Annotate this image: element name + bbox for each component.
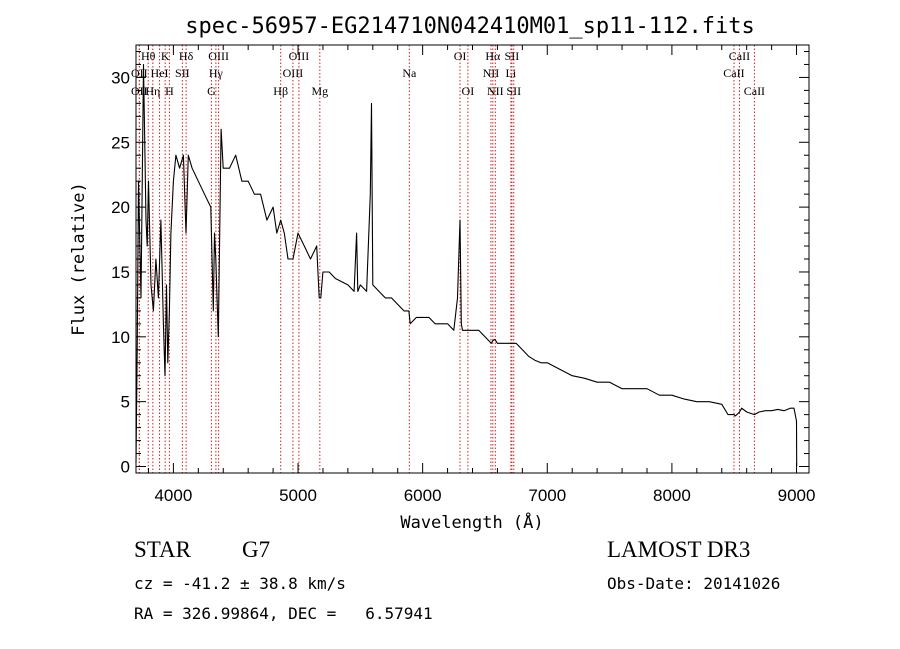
x-axis-label: Wavelength (Å) (400, 511, 543, 533)
line-label-20: Hα (485, 49, 501, 63)
line-label-16: Na (402, 66, 417, 80)
line-label-21: NII (487, 84, 504, 98)
line-labels: OIIHθOIIHηHeIKHSIIHδGHγOIIIHβOIIIOIIIMgN… (131, 49, 765, 98)
line-label-22: SII (505, 49, 520, 63)
y-axis: 0 5 10 15 20 25 30 (111, 50, 809, 477)
line-label-8: Hδ (179, 49, 194, 63)
line-label-14: OIII (289, 49, 310, 63)
y-tick-label-0: 0 (121, 458, 130, 477)
line-label-13: OIII (283, 66, 304, 80)
x-tick-label-0: 4000 (154, 486, 192, 505)
line-label-17: OI (454, 49, 467, 63)
line-label-27: CaII (744, 84, 765, 98)
line-label-5: K (161, 49, 170, 63)
x-tick-label-3: 7000 (528, 486, 566, 505)
line-label-18: OI (462, 84, 475, 98)
y-tick-label-6: 30 (111, 68, 130, 87)
line-label-23: Li (506, 66, 517, 80)
y-tick-label-5: 25 (111, 133, 130, 152)
survey-name: LAMOST DR3 (607, 537, 751, 562)
coordinates: RA = 326.99864, DEC = 6.57941 (134, 604, 433, 623)
line-label-9: G (207, 84, 216, 98)
spectral-lines (138, 45, 755, 473)
line-label-6: H (165, 84, 174, 98)
line-label-7: SII (175, 66, 190, 80)
y-tick-label-4: 20 (111, 198, 130, 217)
line-label-4: HeI (151, 66, 169, 80)
chart-title: spec-56957-EG214710N042410M01_sp11-112.f… (185, 14, 755, 39)
series-layer (135, 63, 798, 467)
plot-frame (135, 44, 810, 474)
line-label-10: Hγ (209, 66, 224, 80)
object-class: STAR (134, 537, 191, 562)
line-label-24: SII (506, 84, 521, 98)
line-label-25: CaII (723, 66, 744, 80)
x-tick-label-1: 5000 (279, 486, 317, 505)
line-label-19: NII (483, 66, 500, 80)
y-tick-label-1: 5 (121, 393, 130, 412)
line-label-1: Hθ (141, 49, 156, 63)
x-axis: 4000 5000 6000 7000 8000 9000 (147, 45, 816, 505)
y-axis-label: Flux (relative) (69, 182, 89, 336)
line-label-12: Hβ (273, 84, 288, 98)
line-label-11: OIII (208, 49, 229, 63)
x-tick-label-4: 8000 (653, 486, 691, 505)
y-tick-label-2: 10 (111, 328, 130, 347)
line-label-15: Mg (311, 84, 328, 98)
series-spectrum (135, 63, 798, 467)
x-tick-label-5: 9000 (778, 486, 816, 505)
velocity-readout: cz = -41.2 ± 38.8 km/s (134, 574, 346, 593)
line-label-26: CaII (729, 49, 750, 63)
obs-date: Obs-Date: 20141026 (607, 574, 781, 593)
x-tick-label-2: 6000 (404, 486, 442, 505)
object-subclass: G7 (242, 537, 271, 562)
line-label-3: Hη (145, 84, 160, 98)
y-tick-label-3: 15 (111, 263, 130, 282)
